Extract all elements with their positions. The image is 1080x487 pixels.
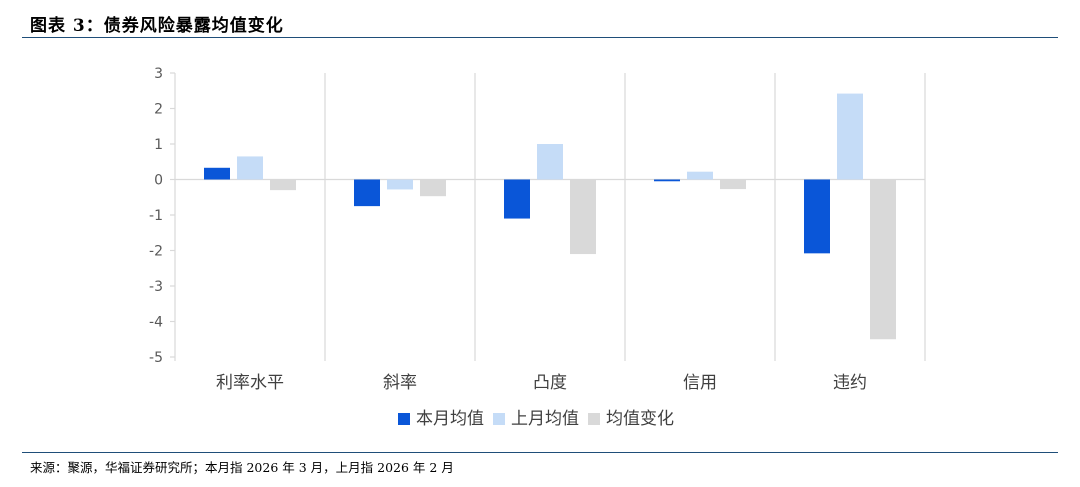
bar [270, 179, 296, 191]
bottom-rule [22, 452, 1058, 453]
category-label: 利率水平 [216, 373, 284, 393]
legend-label: 本月均值 [416, 409, 484, 429]
category-label: 违约 [833, 373, 867, 393]
bar [504, 179, 530, 219]
y-tick-label: 0 [154, 173, 163, 189]
figure-title: 图表 3：债券风险暴露均值变化 [30, 16, 284, 36]
legend-swatch [398, 413, 410, 425]
y-tick-label: -3 [149, 279, 163, 295]
bar [804, 179, 830, 254]
legend-label: 上月均值 [511, 409, 579, 429]
category-label: 斜率 [383, 373, 417, 393]
bar [570, 179, 596, 255]
bar [237, 156, 263, 180]
y-tick-label: -4 [149, 315, 163, 331]
y-tick-label: -5 [149, 350, 163, 366]
bar [654, 179, 680, 182]
bar [837, 93, 863, 180]
top-rule [22, 37, 1058, 38]
legend-swatch [588, 413, 600, 425]
bar [387, 179, 413, 190]
bar [537, 144, 563, 180]
bar [420, 179, 446, 197]
y-tick-label: 2 [154, 102, 163, 118]
bar [204, 167, 230, 180]
y-tick-label: 3 [154, 66, 163, 82]
legend-label: 均值变化 [606, 409, 674, 429]
category-label: 凸度 [533, 373, 567, 393]
bar [354, 179, 380, 207]
bar [687, 171, 713, 180]
category-label: 信用 [683, 373, 717, 393]
y-tick-label: 1 [154, 137, 163, 153]
bar [870, 179, 896, 340]
legend-swatch [493, 413, 505, 425]
source-note: 来源：聚源，华福证券研究所；本月指 2026 年 3 月，上月指 2026 年 … [30, 460, 454, 475]
y-tick-label: -2 [149, 244, 163, 260]
y-tick-label: -1 [149, 208, 163, 224]
bar [720, 179, 746, 190]
